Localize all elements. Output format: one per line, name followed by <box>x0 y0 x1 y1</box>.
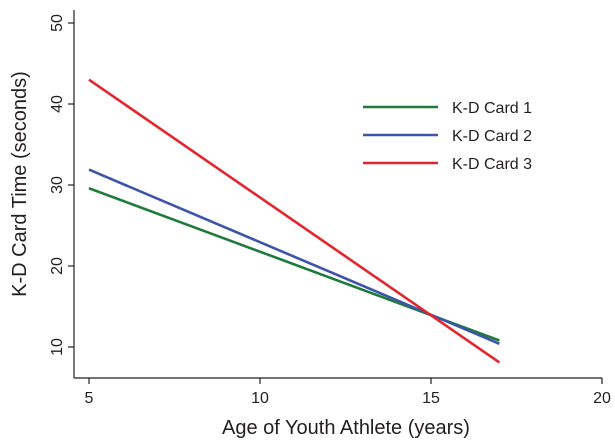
x-axis-title: Age of Youth Athlete (years) <box>222 417 470 439</box>
series-line-k-d-card-3 <box>88 78 501 364</box>
legend-label: K-D Card 3 <box>452 156 532 173</box>
y-tick-label: 30 <box>49 176 66 194</box>
legend-label: K-D Card 1 <box>452 100 532 117</box>
axes: 5 10 15 20 10 20 30 40 50 <box>49 10 611 407</box>
y-axis-ticks: 10 20 30 40 50 <box>49 14 74 356</box>
y-tick-label: 20 <box>49 257 66 275</box>
legend-label: K-D Card 2 <box>452 128 532 145</box>
x-tick-label: 10 <box>251 390 269 407</box>
y-tick-label: 40 <box>49 95 66 113</box>
y-tick-label: 10 <box>49 338 66 356</box>
y-axis-title: K-D Card Time (seconds) <box>9 71 31 297</box>
legend: K-D Card 1 K-D Card 2 K-D Card 3 <box>363 100 532 173</box>
x-axis-ticks: 5 10 15 20 <box>85 378 611 407</box>
series-lines <box>88 78 501 364</box>
series-line-k-d-card-2 <box>88 168 500 345</box>
y-tick-label: 50 <box>49 14 66 32</box>
x-tick-label: 5 <box>85 390 94 407</box>
x-tick-label: 15 <box>422 390 440 407</box>
x-tick-label: 20 <box>593 390 611 407</box>
